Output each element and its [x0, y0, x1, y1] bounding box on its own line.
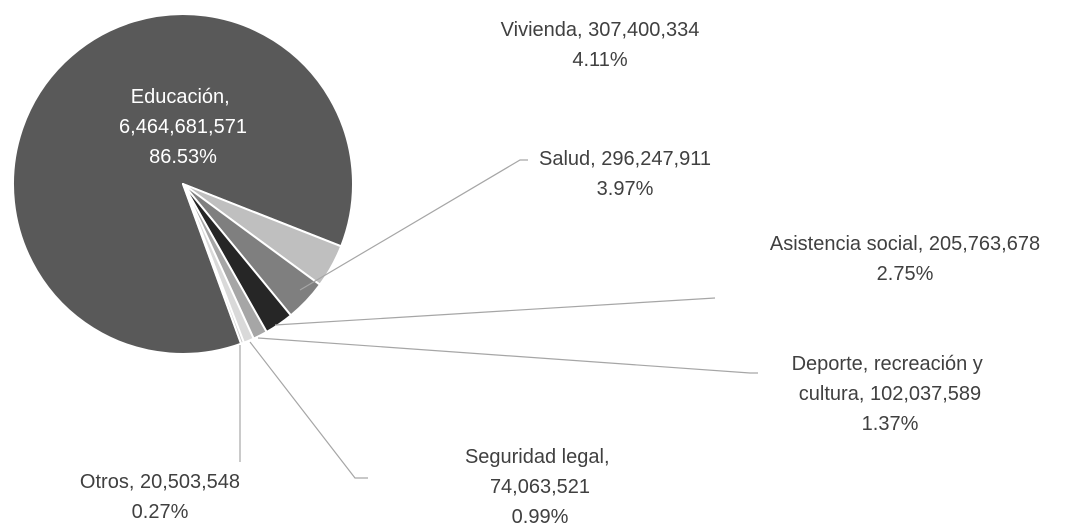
data-label: Deporte, recreación y cultura, 102,037,5… [792, 353, 989, 435]
label-separator: , [859, 383, 870, 405]
label-separator: , [604, 446, 615, 468]
category-label: Asistencia social [770, 233, 918, 255]
value-label: 20,503,548 [140, 471, 240, 493]
data-label: Educación, 6,464,681,571 86.53% [119, 86, 247, 168]
category-label-line: Deporte, recreación y [792, 353, 989, 375]
category-label: Vivienda [501, 19, 578, 41]
value-label: 6,464,681,571 [119, 116, 247, 138]
leader-line [257, 337, 758, 374]
data-label: Asistencia social, 205,763,678 2.75% [770, 233, 1040, 285]
category-label: Educación [131, 86, 224, 108]
label-separator: , [590, 148, 601, 170]
data-label: Vivienda, 307,400,334 4.11% [501, 19, 700, 71]
leader-line [274, 297, 716, 326]
value-label: 307,400,334 [588, 19, 699, 41]
value-label: 296,247,911 [601, 148, 711, 170]
value-label: 205,763,678 [929, 233, 1040, 255]
percent-label: 3.97% [597, 178, 654, 200]
label-separator: , [224, 86, 235, 108]
leader-line [249, 341, 368, 479]
category-label: Seguridad legal [465, 446, 604, 468]
category-label: Salud [539, 148, 590, 170]
pie-slice [182, 183, 245, 345]
percent-label: 4.11% [572, 49, 627, 71]
percent-label: 0.99% [512, 506, 569, 524]
value-label: 74,063,521 [490, 476, 590, 498]
percent-label: 2.75% [877, 263, 934, 285]
data-label: Otros, 20,503,548 0.27% [80, 471, 240, 523]
value-label: 102,037,589 [870, 383, 981, 405]
leader-line [299, 159, 528, 291]
category-label: Otros [80, 471, 129, 493]
category-label: Deporte, recreación y cultura [792, 353, 989, 405]
percent-label: 86.53% [149, 146, 217, 168]
data-label: Salud, 296,247,911 3.97% [539, 148, 711, 200]
label-separator: , [918, 233, 929, 255]
percent-label: 0.27% [132, 501, 189, 523]
percent-label: 1.37% [862, 413, 919, 435]
data-label: Seguridad legal, 74,063,521 0.99% [465, 446, 615, 524]
label-separator: , [129, 471, 140, 493]
label-separator: , [577, 19, 588, 41]
category-label-line: cultura [799, 383, 860, 405]
